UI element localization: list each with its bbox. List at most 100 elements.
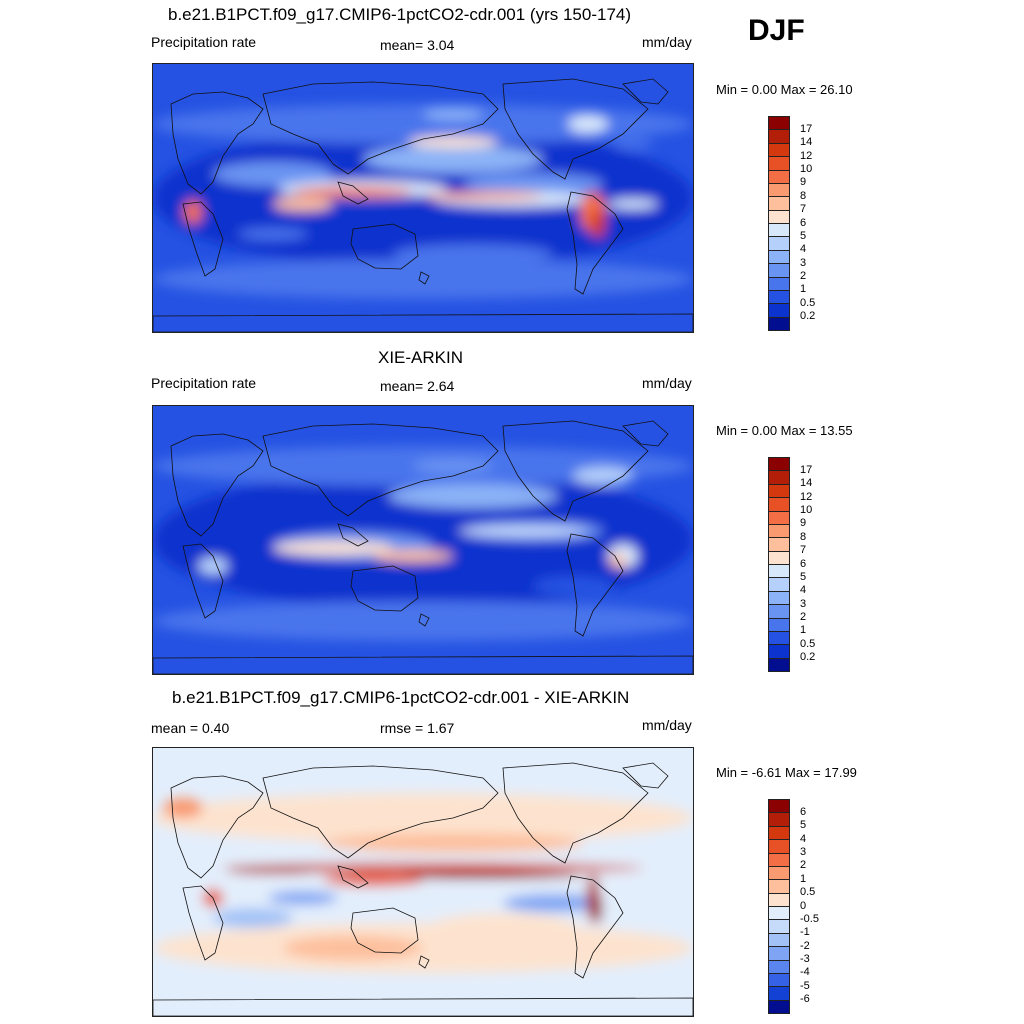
field-blob	[573, 467, 633, 485]
map-svg-diff	[153, 748, 693, 1016]
colorbar-tick-label: 1	[800, 872, 807, 885]
field-blob	[184, 200, 202, 224]
mean-label-obs: mean= 2.64	[380, 378, 455, 394]
colorbar-swatch	[768, 129, 790, 144]
field-blob	[423, 192, 543, 200]
field-blob	[608, 199, 658, 209]
coastline	[350, 907, 419, 954]
field-blob	[213, 161, 333, 187]
coastline	[622, 420, 669, 447]
colorbar-tick-label: 3	[800, 846, 807, 858]
field-blob	[568, 115, 608, 133]
coastline	[182, 201, 224, 277]
coastline	[153, 997, 693, 1016]
colorbar-swatch	[768, 564, 790, 579]
colorbar-tick-label: 0.5	[800, 637, 816, 650]
colorbar-swatch	[768, 812, 790, 827]
colorbar-swatch	[768, 263, 790, 278]
colorbar-tick-label: 1	[800, 283, 807, 296]
minmax-diff: Min = -6.61 Max = 17.99	[716, 765, 857, 780]
colorbar-swatch	[768, 999, 790, 1014]
field-blob	[591, 210, 605, 238]
map-svg-model	[153, 64, 693, 332]
colorbar-tick-label: 9	[800, 176, 807, 189]
coastline	[153, 655, 693, 674]
colorbar-swatch	[768, 657, 790, 672]
colorbar-swatch	[768, 879, 790, 894]
colorbar-swatch	[768, 209, 790, 224]
colorbar-tick-label: 8	[800, 189, 807, 202]
map-diff	[152, 747, 694, 1017]
field-blob	[283, 935, 423, 961]
coastline	[566, 191, 624, 295]
colorbar-tick-label: 0.2	[800, 310, 816, 323]
coastline	[350, 223, 419, 270]
colorbar-tick-label: -0.5	[800, 912, 819, 925]
field-blob	[463, 173, 603, 195]
colorbar-swatch	[768, 249, 790, 265]
coastline	[622, 78, 669, 105]
colorbar-tick-label: 10	[800, 504, 813, 516]
colorbar-swatch	[768, 289, 790, 305]
colorbar-tick-label: 5	[800, 819, 807, 832]
colorbar-tick-label: 17	[800, 122, 813, 135]
coastline	[418, 613, 430, 627]
colorbar-tick-label: 3	[800, 256, 807, 269]
colorbar-swatch	[768, 906, 790, 921]
colorbar-tick-label: 14	[800, 477, 813, 490]
panel-title-diff: b.e21.B1PCT.f09_g17.CMIP6-1pctCO2-cdr.00…	[172, 688, 630, 707]
coastline	[170, 775, 264, 879]
colorbar-tick-label: 6	[800, 557, 807, 570]
map-obs	[152, 405, 694, 675]
panel-title-model: b.e21.B1PCT.f09_g17.CMIP6-1pctCO2-cdr.00…	[168, 5, 632, 24]
coastline	[182, 885, 224, 961]
colorbar-swatch	[768, 142, 790, 158]
colorbar-tick-label: 1	[800, 624, 807, 637]
colorbar-tick-label: 2	[800, 611, 807, 623]
colorbar-swatch	[768, 316, 790, 331]
field-blob	[393, 244, 553, 264]
colorbar-tick-label: 3	[800, 597, 807, 610]
colorbar-tick-label: -1	[800, 926, 810, 939]
colorbar-tick-label: 10	[800, 163, 813, 175]
colorbar-tick-label: 14	[800, 136, 813, 149]
field-blob	[413, 459, 493, 473]
field-blob	[153, 793, 693, 843]
colorbar-swatch	[768, 303, 790, 318]
colorbar-swatch	[768, 946, 790, 961]
colorbar-tick-label: 7	[800, 203, 807, 216]
season-label: DJF	[748, 14, 805, 47]
colorbar-swatch	[768, 537, 790, 552]
panel-title-obs: XIE-ARKIN	[378, 348, 464, 367]
colorbar-tick-label: 17	[800, 463, 813, 476]
colorbar-tick-label: 8	[800, 530, 807, 543]
colorbar-tick-label: 2	[800, 859, 807, 872]
colorbar-tick-label: 0.5	[800, 296, 816, 309]
field-blob	[323, 833, 583, 853]
colorbar-swatch	[768, 497, 790, 512]
field-blob	[503, 894, 603, 912]
coastline	[502, 762, 649, 864]
colorbar-tick-label: 9	[800, 517, 807, 530]
coastline	[418, 955, 430, 969]
colorbar-swatch	[768, 865, 790, 881]
field-blob	[423, 108, 483, 120]
field-blob	[458, 527, 588, 535]
colorbar-swatch	[768, 919, 790, 934]
colorbar-swatch	[768, 457, 790, 472]
colorbar-swatch	[768, 236, 790, 251]
coastline	[262, 81, 499, 175]
coastline	[153, 313, 693, 332]
minmax-model: Min = 0.00 Max = 26.10	[716, 82, 853, 97]
colorbar-diff	[768, 799, 790, 1014]
field-blob	[198, 557, 228, 575]
coastline	[337, 181, 369, 205]
field-blob	[153, 601, 693, 641]
field-blob	[153, 259, 693, 299]
rmse-label-diff: rmse = 1.67	[380, 720, 455, 736]
coastline	[182, 543, 224, 619]
coastline	[170, 433, 264, 537]
colorbar-tick-label: 0.2	[800, 651, 816, 664]
coastline	[350, 565, 419, 612]
colorbar-tick-label: 7	[800, 544, 807, 557]
